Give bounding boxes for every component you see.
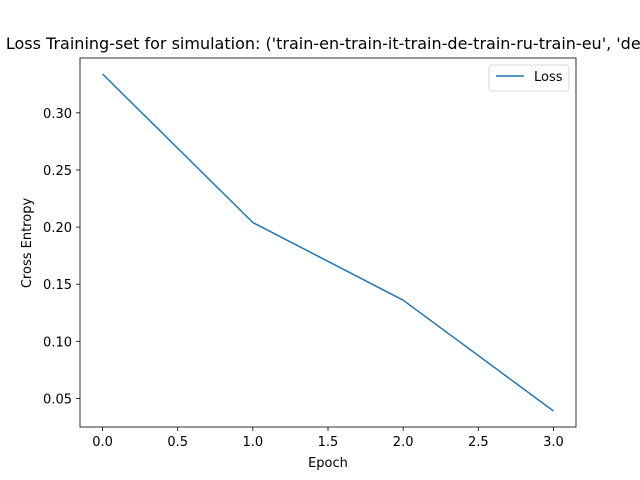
legend-box xyxy=(488,64,570,92)
x-tick-label: 0.5 xyxy=(167,435,188,450)
x-axis-label: Epoch xyxy=(308,456,348,471)
x-tick-label: 1.0 xyxy=(243,435,264,450)
x-tick-label: 2.0 xyxy=(393,435,414,450)
legend: Loss xyxy=(488,64,570,92)
x-tick-label: 0.0 xyxy=(92,435,113,450)
series-layer xyxy=(102,73,554,412)
y-tick-label: 0.05 xyxy=(43,392,72,407)
legend-label-loss: Loss xyxy=(534,70,563,85)
y-tick-label: 0.30 xyxy=(43,107,72,122)
y-tick-label: 0.20 xyxy=(43,221,72,236)
series-line-loss xyxy=(102,73,554,412)
x-tick-label: 2.5 xyxy=(468,435,489,450)
x-axis-ticks: 0.0 0.5 1.0 1.5 2.0 2.5 3.0 xyxy=(92,427,564,450)
y-tick-label: 0.10 xyxy=(43,335,72,350)
x-tick-label: 1.5 xyxy=(318,435,339,450)
y-tick-label: 0.15 xyxy=(43,278,72,293)
chart-title: Loss Training-set for simulation: ('trai… xyxy=(6,34,640,53)
y-axis-ticks: 0.05 0.10 0.15 0.20 0.25 0.30 xyxy=(43,107,80,407)
axes-frame xyxy=(79,57,577,428)
y-tick-label: 0.25 xyxy=(43,164,72,179)
y-axis-label: Cross Entropy xyxy=(20,198,35,289)
x-tick-label: 3.0 xyxy=(543,435,564,450)
